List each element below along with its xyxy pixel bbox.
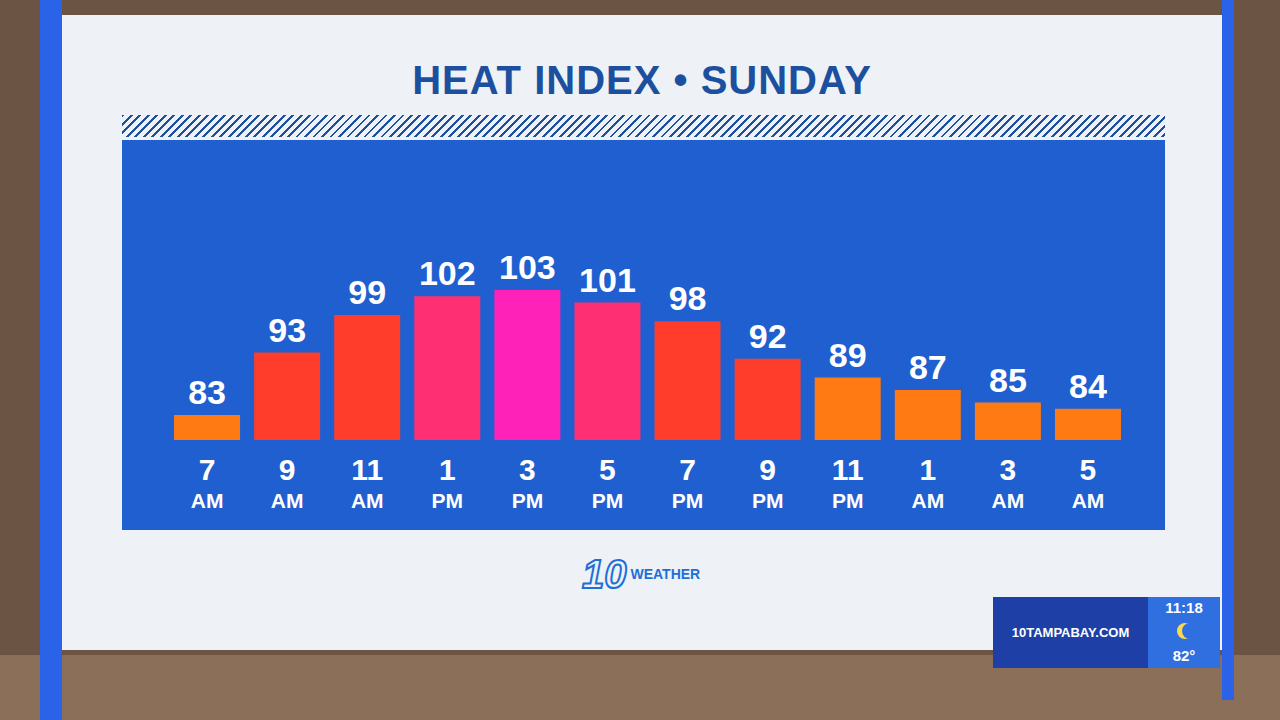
svg-text:93: 93 bbox=[268, 311, 306, 349]
svg-text:83: 83 bbox=[188, 373, 226, 411]
svg-text:AM: AM bbox=[992, 489, 1025, 512]
svg-text:101: 101 bbox=[579, 261, 636, 299]
svg-text:84: 84 bbox=[1069, 367, 1107, 405]
svg-text:5: 5 bbox=[1080, 453, 1097, 486]
svg-text:PM: PM bbox=[432, 489, 464, 512]
svg-text:9: 9 bbox=[279, 453, 296, 486]
html-text:WEATHER: WEATHER bbox=[630, 566, 701, 582]
svg-text:AM: AM bbox=[351, 489, 384, 512]
svg-text:11: 11 bbox=[832, 453, 864, 486]
svg-text:PM: PM bbox=[752, 489, 784, 512]
svg-text:PM: PM bbox=[672, 489, 704, 512]
svg-text:3: 3 bbox=[1000, 453, 1017, 486]
svg-text:7: 7 bbox=[679, 453, 696, 486]
svg-text:3: 3 bbox=[519, 453, 536, 486]
svg-text:9: 9 bbox=[759, 453, 776, 486]
html-text:10TAMPABAY.COM: 10TAMPABAY.COM bbox=[1011, 625, 1130, 640]
svg-text:85: 85 bbox=[989, 361, 1027, 399]
svg-text:92: 92 bbox=[749, 317, 787, 355]
svg-text:AM: AM bbox=[191, 489, 224, 512]
svg-text:1: 1 bbox=[439, 453, 456, 486]
svg-text:102: 102 bbox=[419, 254, 476, 292]
svg-text:87: 87 bbox=[909, 348, 947, 386]
svg-text:98: 98 bbox=[669, 279, 707, 317]
html-text:11:18: 11:18 bbox=[1165, 599, 1203, 616]
svg-text:5: 5 bbox=[599, 453, 616, 486]
html-text:10: 10 bbox=[582, 551, 627, 596]
svg-text:AM: AM bbox=[1072, 489, 1105, 512]
svg-text:89: 89 bbox=[829, 336, 867, 374]
svg-text:PM: PM bbox=[832, 489, 864, 512]
svg-text:103: 103 bbox=[499, 248, 556, 286]
svg-text:7: 7 bbox=[199, 453, 216, 486]
html-text:HEAT INDEX • SUNDAY: HEAT INDEX • SUNDAY bbox=[412, 58, 872, 102]
svg-text:1: 1 bbox=[919, 453, 936, 486]
svg-text:PM: PM bbox=[592, 489, 624, 512]
svg-text:AM: AM bbox=[911, 489, 944, 512]
html-text:82°: 82° bbox=[1172, 647, 1196, 664]
svg-text:99: 99 bbox=[348, 273, 386, 311]
svg-text:PM: PM bbox=[512, 489, 544, 512]
svg-text:11: 11 bbox=[351, 453, 383, 486]
svg-text:AM: AM bbox=[271, 489, 304, 512]
